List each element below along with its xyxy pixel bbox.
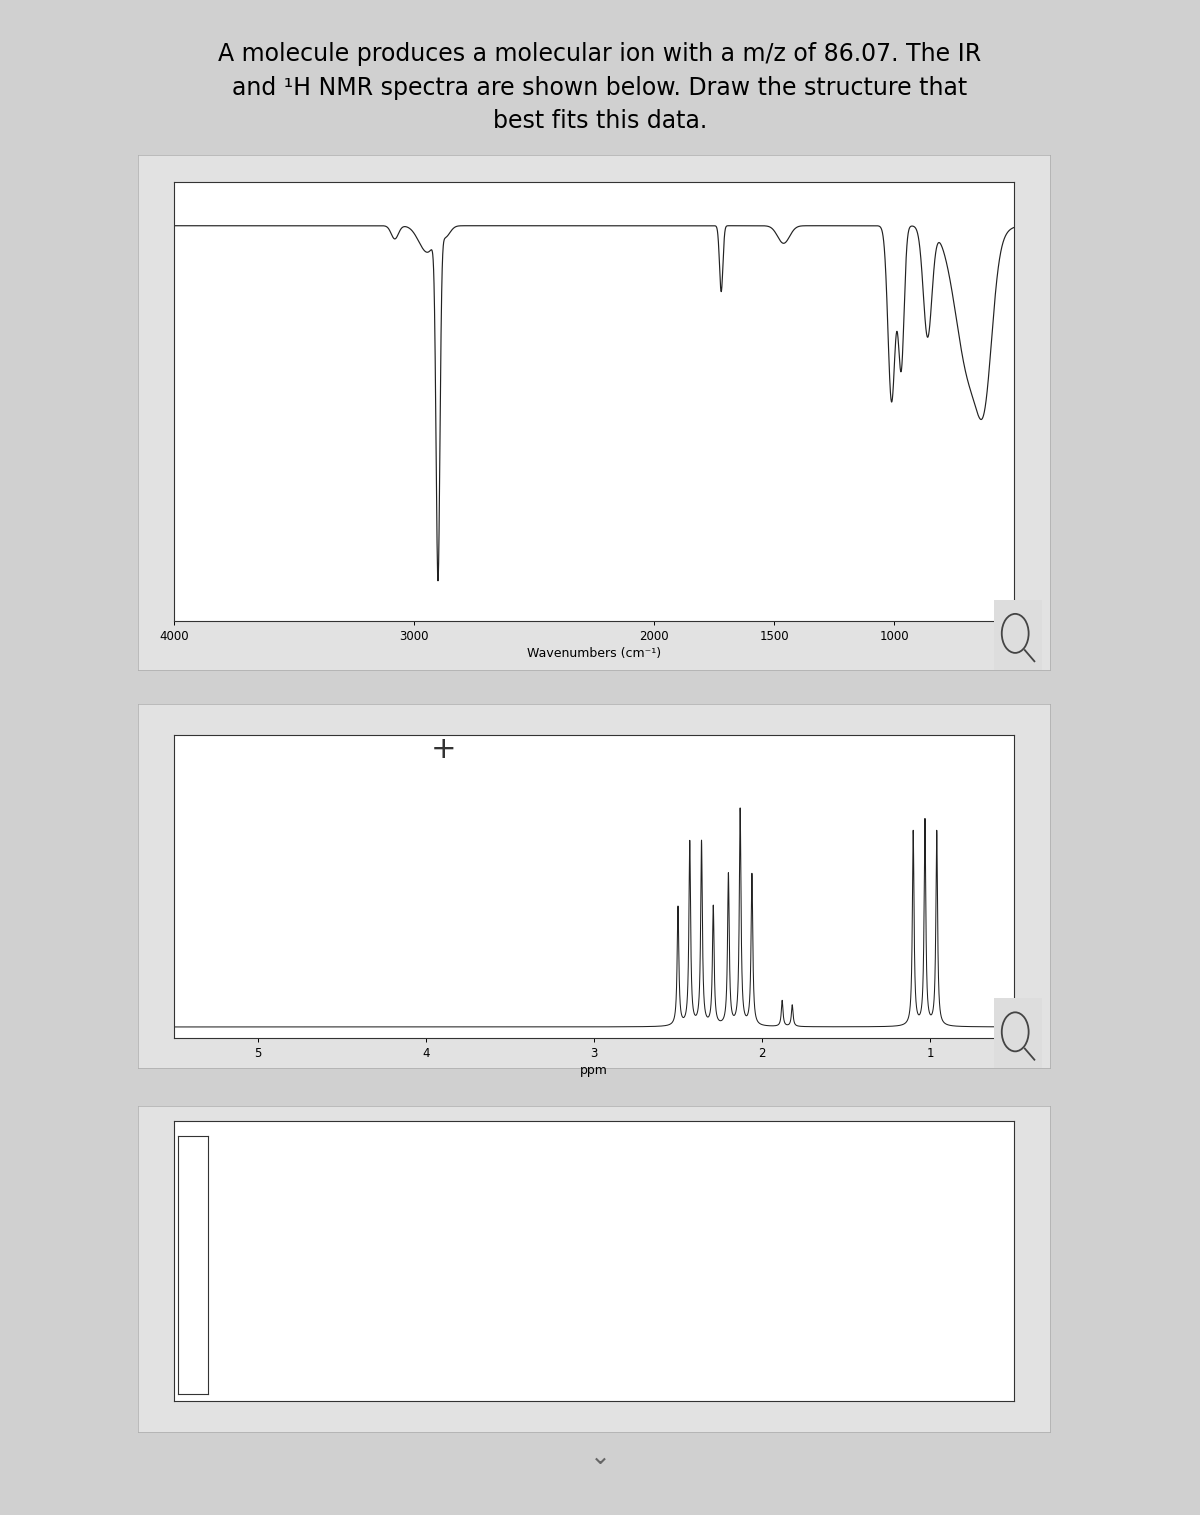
Text: best fits this data.: best fits this data. [493,109,707,133]
Text: A molecule produces a molecular ion with a m/z of 86.07. The IR: A molecule produces a molecular ion with… [218,42,982,67]
FancyBboxPatch shape [991,995,1044,1071]
Text: ⌄: ⌄ [589,1445,611,1470]
X-axis label: ppm: ppm [580,1064,608,1077]
Text: +: + [431,735,457,765]
Text: and ¹H NMR spectra are shown below. Draw the structure that: and ¹H NMR spectra are shown below. Draw… [233,76,967,100]
FancyBboxPatch shape [991,597,1044,673]
X-axis label: Wavenumbers (cm⁻¹): Wavenumbers (cm⁻¹) [527,647,661,661]
